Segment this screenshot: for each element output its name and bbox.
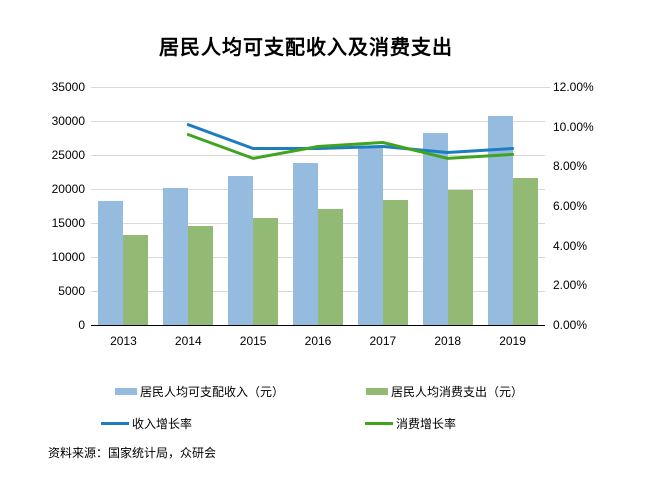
gridline xyxy=(91,189,545,190)
source-note: 资料来源：国家统计局，众研会 xyxy=(48,446,217,460)
bar-income-2017 xyxy=(357,148,383,325)
y-left-tick: 0 xyxy=(78,318,85,332)
bar-income-2014 xyxy=(163,187,189,325)
chart-title: 居民人均可支配收入及消费支出 xyxy=(159,37,453,59)
x-tick-2017: 2017 xyxy=(369,334,397,348)
gridline xyxy=(91,121,545,122)
y-right-tick: 4.00% xyxy=(553,238,588,253)
y-right-tick: 12.00% xyxy=(553,80,594,94)
gridline xyxy=(91,155,545,156)
legend-item-2: 收入增长率 xyxy=(101,416,193,431)
legend-bar-swatch xyxy=(366,387,388,395)
plot-area xyxy=(91,87,550,326)
y-left-tick: 20000 xyxy=(51,182,85,196)
legend-label: 消费增长率 xyxy=(396,416,457,431)
bar-income-2015 xyxy=(228,175,254,325)
line-income-growth xyxy=(186,123,515,154)
y-left-tick: 5000 xyxy=(58,284,85,298)
y-right-tick: 10.00% xyxy=(553,119,594,134)
x-tick-2015: 2015 xyxy=(239,334,267,348)
legend-item-3: 消费增长率 xyxy=(365,416,457,431)
bar-consumption-2018 xyxy=(447,190,473,325)
bar-consumption-2016 xyxy=(318,208,343,325)
x-tick-2018: 2018 xyxy=(434,334,462,348)
y-left-tick: 10000 xyxy=(51,250,85,264)
y-left-tick: 35000 xyxy=(51,80,85,94)
legend-label: 居民人均可支配收入（元） xyxy=(140,384,285,399)
bar-consumption-2017 xyxy=(382,200,408,325)
lines-layer xyxy=(186,123,515,160)
bar-consumption-2013 xyxy=(123,235,149,325)
bar-income-2016 xyxy=(293,163,318,325)
bar-income-2018 xyxy=(422,133,448,325)
legend-line-swatch xyxy=(365,421,393,425)
gridline xyxy=(91,87,550,88)
legend-line-swatch xyxy=(101,421,129,425)
bar-income-2013 xyxy=(98,200,124,325)
line-consumption-growth xyxy=(186,133,515,160)
legend-item-1: 居民人均消费支出（元） xyxy=(366,384,524,399)
x-tick-2016: 2016 xyxy=(304,334,332,348)
bar-consumption-2019 xyxy=(512,178,538,325)
y-right-tick: 0.00% xyxy=(553,318,588,332)
y-right-tick: 8.00% xyxy=(553,159,588,174)
x-tick-2019: 2019 xyxy=(499,334,526,348)
bar-consumption-2015 xyxy=(253,218,279,325)
x-tick-2013: 2013 xyxy=(110,334,137,348)
legend-item-0: 居民人均可支配收入（元） xyxy=(115,384,285,399)
y-left-tick: 25000 xyxy=(51,148,85,162)
x-tick-2014: 2014 xyxy=(174,334,202,348)
y-left-tick: 15000 xyxy=(51,216,85,230)
y-right-tick: 2.00% xyxy=(553,278,588,293)
legend-label: 收入增长率 xyxy=(132,416,193,431)
x-axis-line xyxy=(91,324,545,326)
legend-label: 居民人均消费支出（元） xyxy=(391,384,524,399)
legend-bar-swatch xyxy=(115,387,137,395)
y-left-tick: 30000 xyxy=(51,114,85,128)
bar-consumption-2014 xyxy=(188,226,214,325)
y-right-tick: 6.00% xyxy=(553,199,588,213)
